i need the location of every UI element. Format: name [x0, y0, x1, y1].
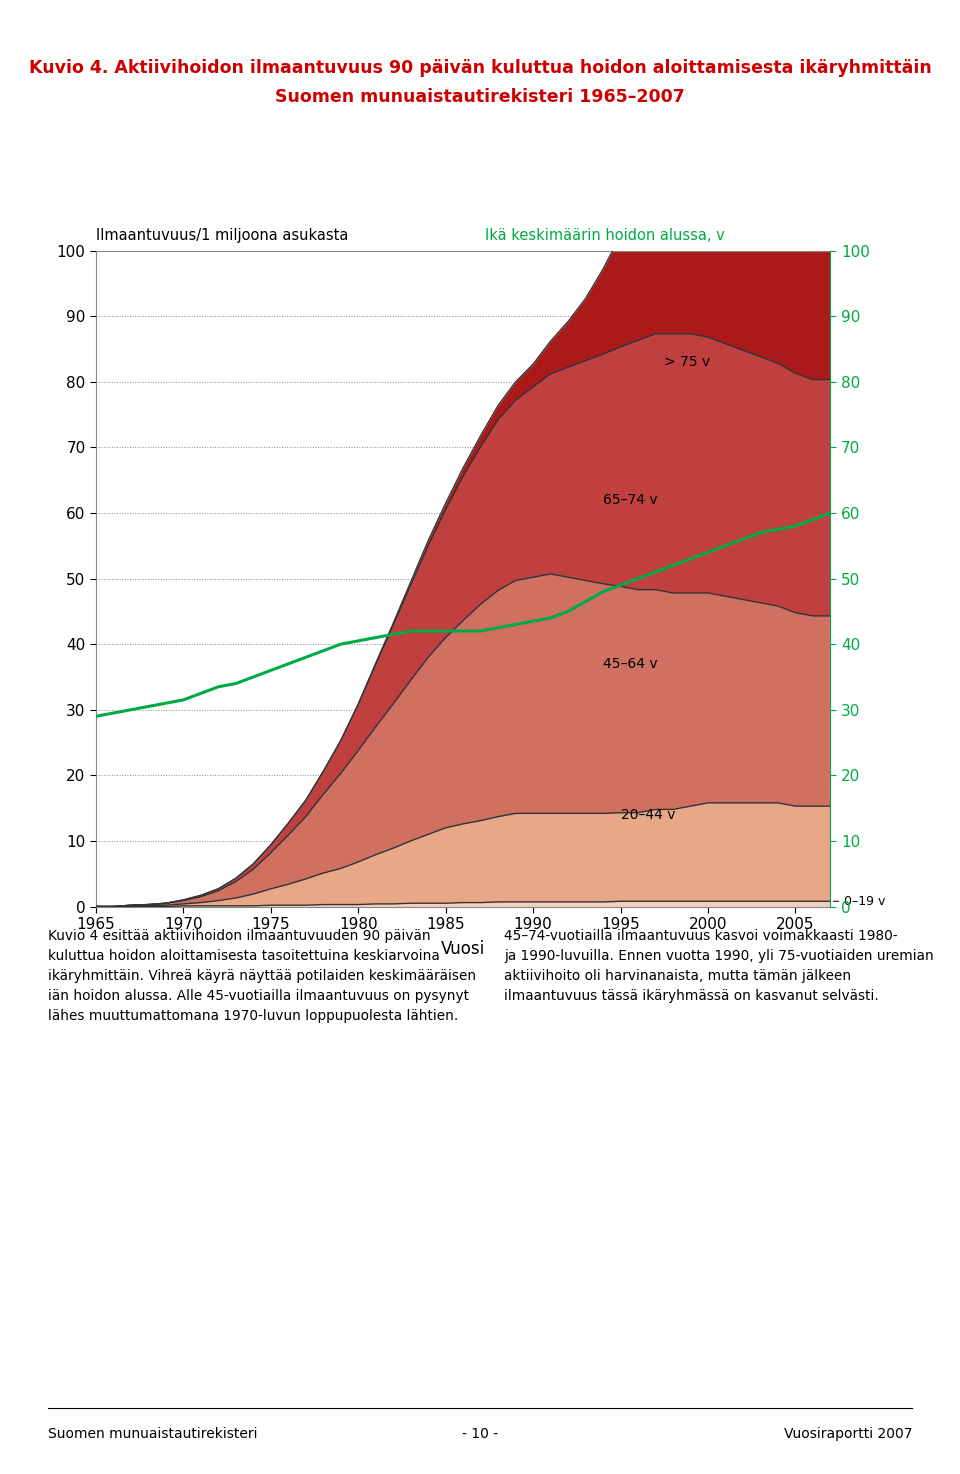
Text: 45–74-vuotiailla ilmaantuvuus kasvoi voimakkaasti 1980-
ja 1990-luvuilla. Ennen : 45–74-vuotiailla ilmaantuvuus kasvoi voi… — [504, 929, 934, 1002]
Text: Kuvio 4. Aktiivihoidon ilmaantuvuus 90 päivän kuluttua hoidon aloittamisesta ikä: Kuvio 4. Aktiivihoidon ilmaantuvuus 90 p… — [29, 59, 931, 77]
Text: Ilmaantuvuus/1 miljoona asukasta: Ilmaantuvuus/1 miljoona asukasta — [96, 228, 348, 243]
Text: > 75 v: > 75 v — [664, 355, 710, 368]
Text: Vuosiraportti 2007: Vuosiraportti 2007 — [783, 1427, 912, 1440]
Text: 20–44 v: 20–44 v — [620, 808, 675, 821]
Text: 45–64 v: 45–64 v — [603, 657, 658, 671]
Text: Suomen munuaistautirekisteri 1965–2007: Suomen munuaistautirekisteri 1965–2007 — [276, 88, 684, 106]
Text: Ikä keskimäärin hoidon alussa, v: Ikä keskimäärin hoidon alussa, v — [485, 228, 725, 243]
Text: - 10 -: - 10 - — [462, 1427, 498, 1440]
X-axis label: Vuosi: Vuosi — [441, 940, 486, 958]
Text: 65–74 v: 65–74 v — [603, 492, 658, 507]
Text: Kuvio 4 esittää aktiivihoidon ilmaantuvuuden 90 päivän
kuluttua hoidon aloittami: Kuvio 4 esittää aktiivihoidon ilmaantuvu… — [48, 929, 476, 1023]
Text: 0–19 v: 0–19 v — [833, 895, 886, 908]
Text: Suomen munuaistautirekisteri: Suomen munuaistautirekisteri — [48, 1427, 257, 1440]
